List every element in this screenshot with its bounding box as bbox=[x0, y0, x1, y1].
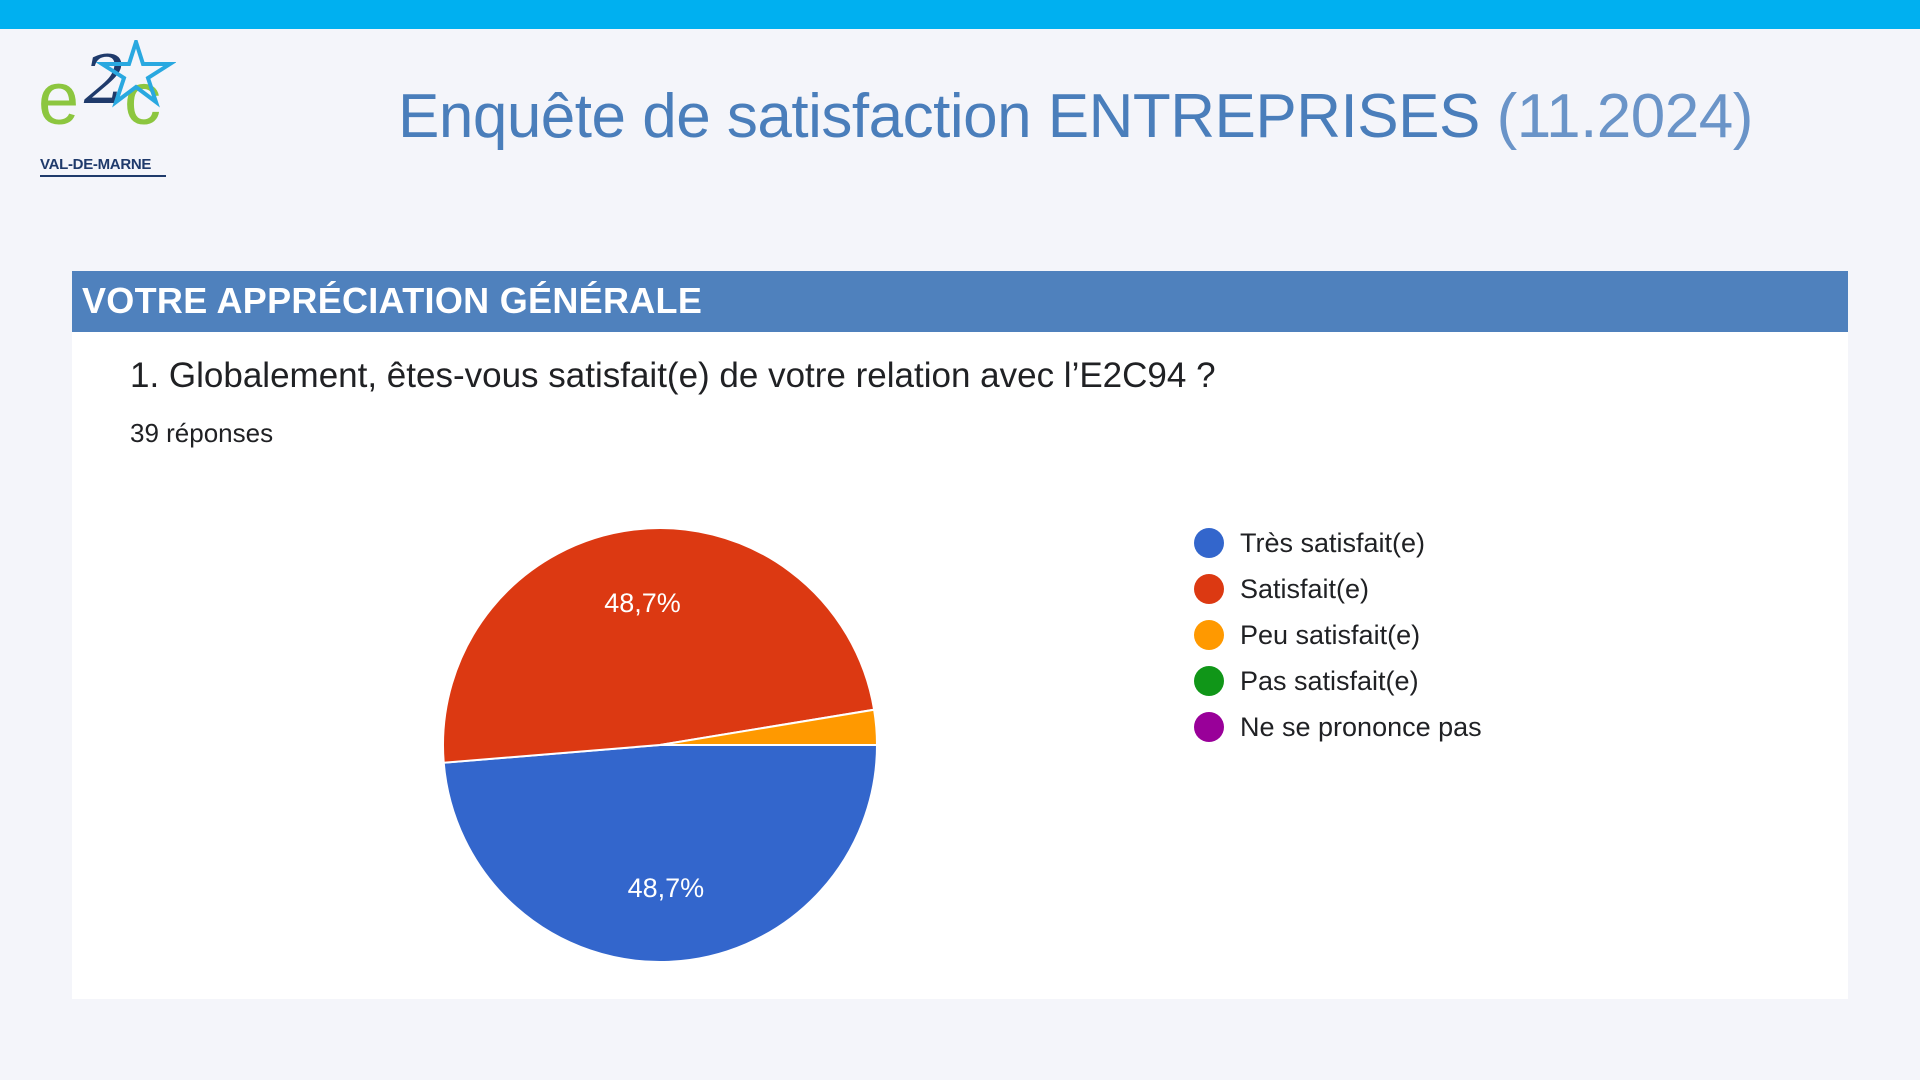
pie-value-label-2: 48,7% bbox=[604, 588, 681, 618]
legend-item-2: Satisfait(e) bbox=[1194, 566, 1482, 612]
response-count: 39 réponses bbox=[130, 418, 274, 448]
section-title: VOTRE APPRÉCIATION GÉNÉRALE bbox=[82, 280, 703, 321]
page-title: Enquête de satisfaction ENTREPRISES (11.… bbox=[398, 80, 1778, 154]
e2c-logo: e 2 c VAL-DE-MARNE bbox=[36, 40, 176, 185]
legend-label: Peu satisfait(e) bbox=[1240, 619, 1421, 650]
legend-item-5: Ne se prononce pas bbox=[1194, 704, 1482, 750]
legend-color-dot bbox=[1194, 666, 1224, 696]
legend-color-dot bbox=[1194, 620, 1224, 650]
pie-slice-2 bbox=[442, 527, 876, 764]
star-icon bbox=[96, 40, 176, 108]
legend-label: Pas satisfait(e) bbox=[1240, 665, 1419, 696]
logo-letter-2: 2 bbox=[84, 42, 126, 119]
legend-item-4: Pas satisfait(e) bbox=[1194, 658, 1482, 704]
pie-chart: 48,7% 48,7% bbox=[442, 527, 879, 963]
section-header: VOTRE APPRÉCIATION GÉNÉRALE bbox=[72, 271, 1848, 332]
top-accent-bar bbox=[0, 0, 1920, 29]
chart-legend: Très satisfait(e) Satisfait(e) Peu satisfa… bbox=[1194, 520, 1482, 750]
legend-color-dot bbox=[1194, 574, 1224, 604]
logo-letter-e: e bbox=[38, 57, 80, 140]
question-card bbox=[72, 271, 1848, 999]
question-text: 1. Globalement, êtes-vous satisfait(e) d… bbox=[130, 356, 1216, 395]
legend-item-1: Très satisfait(e) bbox=[1194, 520, 1482, 566]
legend-label: Très satisfait(e) bbox=[1240, 527, 1426, 558]
legend-label: Satisfait(e) bbox=[1240, 573, 1370, 604]
page-title-date: (11.2024) bbox=[1496, 82, 1754, 151]
page-title-main: Enquête de satisfaction ENTREPRISES bbox=[398, 82, 1480, 151]
pie-slice-3 bbox=[659, 708, 879, 746]
legend-color-dot bbox=[1194, 528, 1224, 558]
legend-color-dot bbox=[1194, 712, 1224, 742]
logo-subtitle: VAL-DE-MARNE bbox=[40, 156, 166, 177]
pie-slice-1 bbox=[442, 744, 879, 963]
legend-item-3: Peu satisfait(e) bbox=[1194, 612, 1482, 658]
legend-label: Ne se prononce pas bbox=[1240, 711, 1482, 742]
pie-value-label-1: 48,7% bbox=[628, 873, 705, 903]
